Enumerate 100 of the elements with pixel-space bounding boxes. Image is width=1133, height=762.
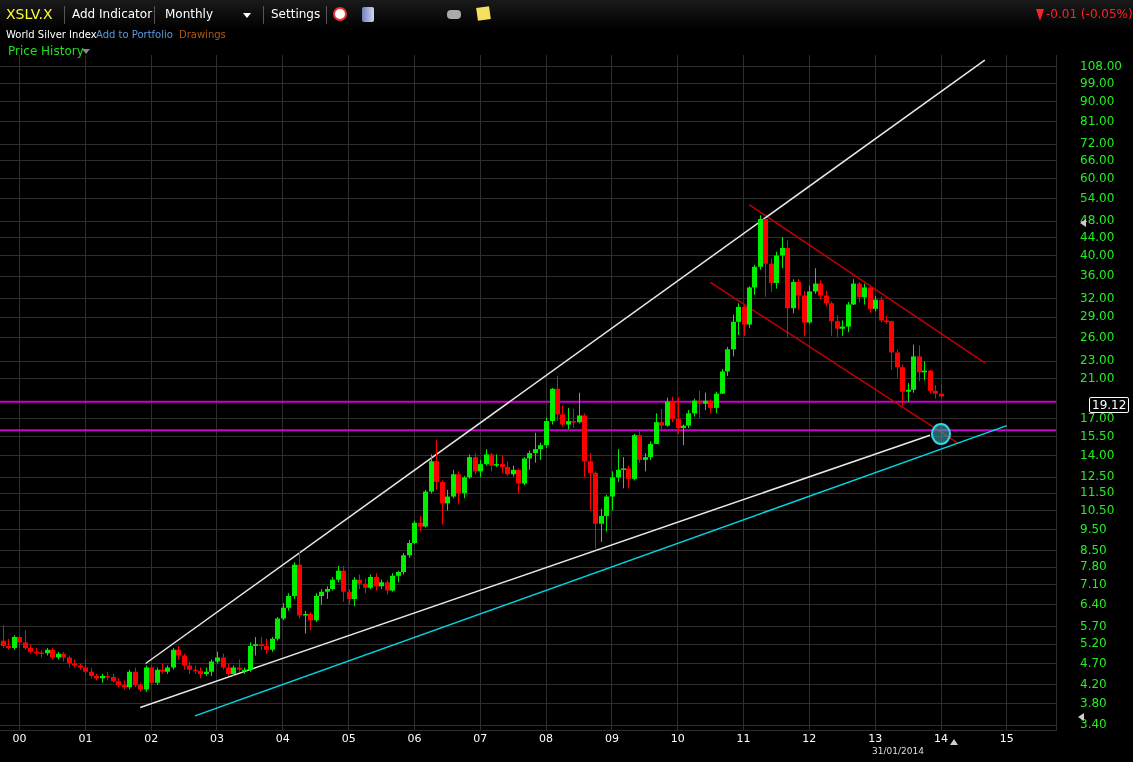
y-tick-label: 10.50 — [1080, 502, 1115, 517]
candlestick — [1, 624, 6, 649]
y-tick-label: 17.00 — [1080, 410, 1115, 425]
candlestick — [654, 412, 659, 445]
text: 31/01/2014 — [872, 746, 924, 756]
candlestick — [401, 552, 406, 576]
candlestick — [851, 278, 856, 306]
candlestick — [697, 390, 702, 419]
candlestick — [440, 479, 445, 526]
x-tick-label: 13 — [868, 732, 883, 746]
y-tick-label: 26.00 — [1080, 330, 1115, 345]
x-tick-label: 07 — [473, 732, 488, 746]
candlestick — [879, 296, 884, 324]
x-tick-label: 03 — [209, 732, 224, 746]
candlestick — [456, 470, 461, 504]
candlestick — [840, 319, 845, 337]
text: Add Indicator — [72, 7, 153, 21]
candlestick — [275, 616, 280, 642]
y-tick-label: 4.70 — [1080, 655, 1107, 670]
candlestick — [566, 407, 571, 430]
candlestick — [813, 267, 818, 295]
y-tick-label: 81.00 — [1080, 113, 1115, 128]
x-tick-label: 09 — [604, 732, 619, 746]
candlestick — [868, 285, 873, 314]
text: 19.12 — [1089, 397, 1130, 413]
candlestick — [560, 405, 565, 428]
candlestick — [917, 344, 922, 382]
candlestick — [462, 475, 467, 499]
x-tick-label: 08 — [539, 732, 554, 746]
chart-title: XSLV.X — [6, 6, 53, 22]
annotation: Price History — [8, 44, 84, 58]
y-tick-label: 36.00 — [1080, 268, 1115, 283]
candlestick — [341, 565, 346, 603]
candlestick — [818, 279, 823, 301]
candlestick — [149, 665, 154, 686]
candlestick — [769, 257, 774, 293]
candlestick — [648, 440, 653, 461]
candlestick — [796, 278, 801, 310]
candlestick — [780, 236, 785, 269]
y-tick-label: 108.00 — [1080, 59, 1122, 74]
candlestick — [621, 456, 626, 489]
y-tick-label: 6.40 — [1080, 596, 1107, 611]
candlestick — [434, 439, 439, 491]
y-tick-label: 5.70 — [1080, 618, 1107, 633]
candlestick — [676, 397, 681, 435]
y-tick-label: 4.20 — [1080, 677, 1107, 692]
chart-subtitle: World Silver Index — [6, 29, 97, 40]
candlestick — [895, 348, 900, 379]
text: Monthly — [165, 7, 214, 21]
candlestick — [714, 391, 719, 414]
candlestick — [736, 302, 741, 336]
y-tick-label: 3.40 — [1080, 717, 1107, 732]
y-tick-label: 54.00 — [1080, 190, 1115, 205]
text: -0.01 (-0.05%) — [1046, 7, 1133, 21]
y-tick-label: 72.00 — [1080, 136, 1115, 151]
y-tick-label: 44.00 — [1080, 229, 1115, 244]
y-tick-label: 11.50 — [1080, 485, 1115, 500]
candlestick — [133, 667, 138, 688]
candlestick — [626, 465, 631, 489]
x-tick-label: 05 — [341, 732, 356, 746]
candlestick — [670, 396, 675, 423]
candlestick — [616, 448, 621, 483]
candlestick — [533, 432, 538, 464]
y-tick-label: 21.00 — [1080, 370, 1115, 385]
candlestick — [248, 641, 253, 673]
candlestick — [906, 382, 911, 403]
candlestick — [862, 283, 867, 305]
candlestick — [742, 305, 747, 337]
x-tick-label: 12 — [802, 732, 817, 746]
candlestick — [473, 452, 478, 475]
candlestick — [127, 669, 132, 690]
y-tick-label: 66.00 — [1080, 152, 1115, 167]
candlestick — [928, 369, 933, 395]
candlestick — [352, 576, 357, 607]
candlestick — [489, 452, 494, 472]
candlestick — [752, 264, 757, 296]
x-tick-label: 00 — [12, 732, 27, 746]
candlestick — [846, 301, 851, 333]
candlestick — [610, 470, 615, 512]
candlestick — [527, 449, 532, 471]
candlestick — [23, 629, 28, 651]
y-tick-label: 29.00 — [1080, 309, 1115, 324]
x-tick-label: 04 — [275, 732, 290, 746]
y-tick-label: 3.80 — [1080, 696, 1107, 711]
candlestick — [253, 636, 258, 657]
candlestick — [160, 663, 165, 675]
candlestick — [599, 508, 604, 543]
y-tick-label: 5.20 — [1080, 636, 1107, 651]
candlestick — [665, 397, 670, 428]
candlestick — [725, 346, 730, 377]
x-tick-label: 10 — [670, 732, 685, 746]
y-tick-label: 7.10 — [1080, 577, 1107, 592]
x-tick-label: 11 — [736, 732, 751, 746]
y-tick-label: 60.00 — [1080, 170, 1115, 185]
y-tick-label: 12.50 — [1080, 469, 1115, 484]
candlestick — [720, 368, 725, 395]
x-tick-label: 02 — [144, 732, 159, 746]
candlestick — [412, 520, 417, 545]
y-tick-label: 7.80 — [1080, 559, 1107, 574]
text: Add to Portfolio — [96, 29, 173, 40]
